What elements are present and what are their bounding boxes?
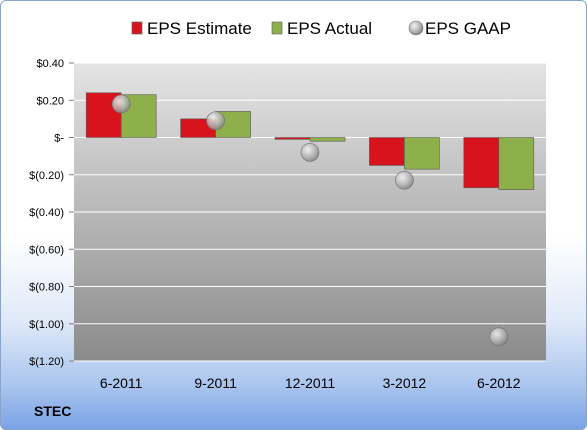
x-tick-label: 6-2012	[477, 375, 521, 391]
y-tick-label: $(1.00)	[29, 319, 64, 331]
bar-eps-actual	[404, 137, 440, 170]
y-tick-label: $(1.20)	[29, 356, 64, 368]
legend-label: EPS GAAP	[425, 19, 511, 38]
x-tick-label: 9-2011	[194, 375, 237, 391]
ticker-label: STEC	[34, 403, 72, 419]
gaap-marker	[111, 94, 131, 114]
x-tick-label: 3-2012	[383, 375, 427, 391]
y-tick-label: $(0.40)	[29, 207, 64, 219]
legend-swatch	[131, 21, 143, 35]
legend-label: EPS Estimate	[147, 19, 252, 38]
bar-eps-actual	[309, 137, 346, 142]
x-axis-ticks: 6-2011 9-2011 12-2011 3-2012 6-2012	[100, 375, 521, 391]
y-tick-label: $(0.80)	[29, 282, 64, 294]
y-tick-label: $(0.60)	[29, 244, 64, 256]
gaap-marker	[395, 171, 414, 190]
y-tick-label: $(0.20)	[29, 170, 64, 182]
bar-eps-actual	[498, 137, 535, 190]
gaap-markers	[111, 94, 509, 347]
legend-swatch	[271, 21, 283, 35]
bar-eps-estimate	[274, 137, 311, 140]
bar-eps-estimate	[463, 137, 500, 189]
y-tick-label: $0.20	[36, 95, 64, 107]
gaap-marker	[206, 111, 225, 131]
gaap-marker	[300, 143, 320, 162]
y-axis-ticks: $0.40 $0.20 $- $(0.20) $(0.40) $(0.60) $(0.80)…	[29, 58, 64, 368]
x-tick-label: 12-2011	[285, 375, 336, 391]
bar-eps-estimate	[369, 137, 405, 166]
y-tick-label: $0.40	[36, 58, 64, 70]
x-tick-label: 6-2011	[100, 375, 143, 391]
legend-swatch	[408, 20, 424, 36]
y-tick-label: $-	[54, 133, 64, 145]
gaap-marker	[489, 327, 509, 347]
legend-label: EPS Actual	[287, 19, 372, 38]
legend: EPS Estimate EPS Actual EPS GAAP	[131, 19, 511, 38]
